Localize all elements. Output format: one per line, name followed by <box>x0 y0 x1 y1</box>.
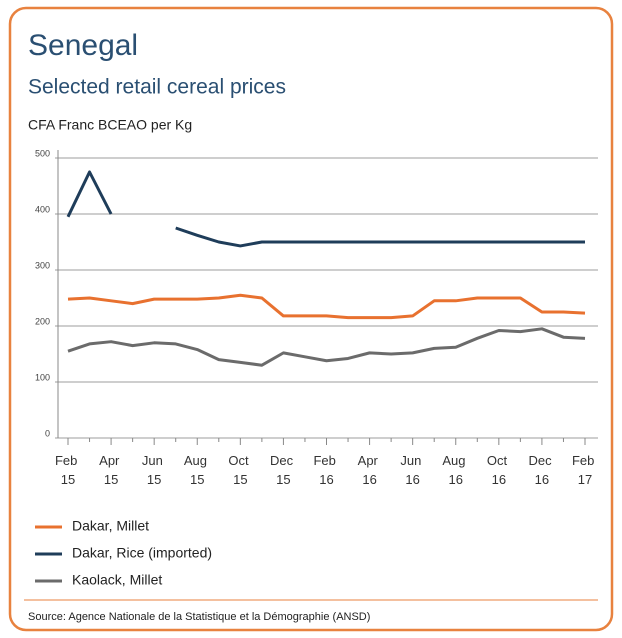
legend-label: Kaolack, Millet <box>72 572 162 588</box>
x-tick-label: Dec 16 <box>529 453 556 487</box>
x-tick-label: Feb 17 <box>572 453 598 487</box>
x-tick-label: Aug 16 <box>442 453 469 487</box>
x-tick-label: Oct 15 <box>228 453 252 487</box>
legend-label: Dakar, Millet <box>72 518 149 534</box>
x-tick-label: Aug 15 <box>184 453 211 487</box>
y-tick-label: 300 <box>35 260 50 270</box>
y-axis-label: CFA Franc BCEAO per Kg <box>28 117 192 133</box>
x-tick-label: Dec 15 <box>270 453 297 487</box>
line-series <box>67 293 586 320</box>
y-tick-label: 400 <box>35 204 50 214</box>
x-tick-label: Jun 16 <box>400 453 425 487</box>
x-tick-label: Oct 16 <box>487 453 511 487</box>
x-tick-label: Feb 15 <box>55 453 81 487</box>
source: Source: Agence Nationale de la Statistiq… <box>28 611 370 623</box>
chart-subtitle: Selected retail cereal prices <box>28 76 286 99</box>
y-tick-label: 0 <box>45 428 50 438</box>
legend-label: Dakar, Rice (imported) <box>72 545 212 561</box>
chart-title: Senegal <box>28 29 138 62</box>
y-tick-label: 200 <box>35 316 50 326</box>
x-tick-label: Feb 16 <box>313 453 339 487</box>
x-tick-label: Jun 15 <box>142 453 167 487</box>
frame <box>8 6 614 632</box>
x-tick-label: Apr 16 <box>358 453 382 487</box>
y-tick-label: 100 <box>35 372 50 382</box>
line-series <box>67 327 586 367</box>
x-tick-label: Apr 15 <box>99 453 123 487</box>
line-series <box>66 170 585 248</box>
y-tick-label: 500 <box>35 148 50 158</box>
